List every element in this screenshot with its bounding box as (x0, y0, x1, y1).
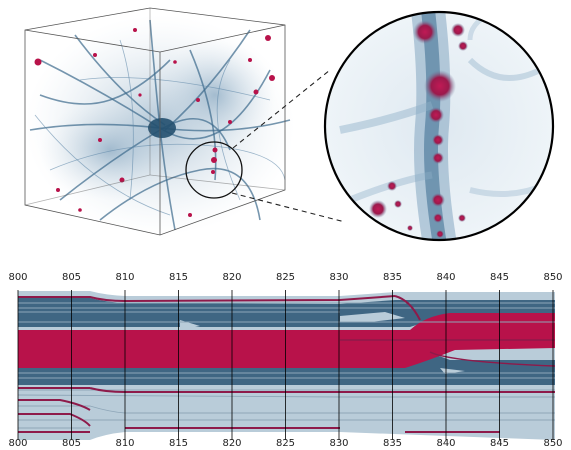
tick-label-bottom: 835 (383, 438, 402, 449)
tick-label-top: 830 (329, 272, 348, 283)
tick-label-bottom: 845 (490, 438, 509, 449)
tick-label-bottom: 805 (62, 438, 81, 449)
tick-label-bottom: 815 (169, 438, 188, 449)
light-notch-2 (180, 320, 200, 330)
zoom-halos (369, 20, 468, 238)
tick-label-top: 850 (543, 272, 562, 283)
tick-label-bottom: 830 (329, 438, 348, 449)
main-red-band (18, 313, 555, 368)
tick-label-bottom: 810 (115, 438, 134, 449)
tick-label-top: 825 (276, 272, 295, 283)
timeline-ticks-top: 800 805 810 815 820 825 830 835 840 845 850 (8, 272, 562, 283)
tick-label-top: 800 (8, 272, 27, 283)
tick-label-bottom: 800 (8, 438, 27, 449)
tick-label-top: 840 (436, 272, 455, 283)
selection-circle (185, 141, 243, 199)
tick-label-bottom: 840 (436, 438, 455, 449)
tick-label-bottom: 820 (222, 438, 241, 449)
tick-label-bottom: 850 (543, 438, 562, 449)
light-notch-1 (340, 312, 405, 322)
cube-halos (34, 28, 275, 217)
merger-tree-timeline: 800 805 810 815 820 825 830 835 840 845 850 800 805… (8, 272, 562, 449)
timeline-ticks-bottom: 800 805 810 815 820 825 830 835 840 845 850 (8, 438, 562, 449)
tick-label-top: 835 (383, 272, 402, 283)
tick-label-top: 820 (222, 272, 241, 283)
zoom-circle (323, 10, 555, 242)
cube-edges (24, 7, 286, 236)
tick-label-bottom: 825 (276, 438, 295, 449)
tick-label-top: 845 (490, 272, 509, 283)
tick-label-top: 810 (115, 272, 134, 283)
tick-label-top: 805 (62, 272, 81, 283)
simulation-cube (24, 7, 295, 236)
tick-label-top: 815 (169, 272, 188, 283)
dark-band-upper (18, 298, 555, 327)
timeline-grid-lines (17, 290, 554, 440)
cube-filaments-fine (34, 39, 286, 216)
central-cluster (148, 118, 176, 138)
zoom-leader-lines (231, 69, 346, 223)
